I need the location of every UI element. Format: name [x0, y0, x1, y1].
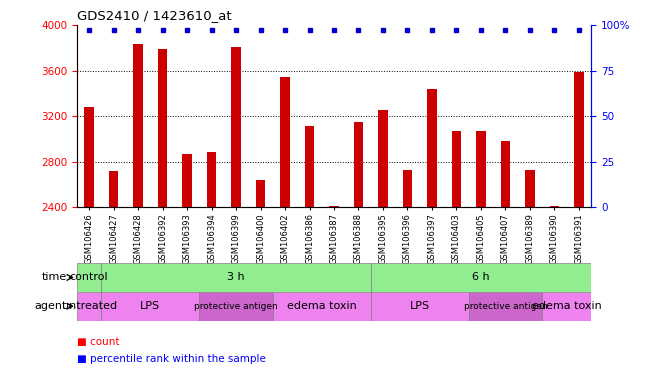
- Text: control: control: [69, 272, 108, 283]
- Bar: [574, 72, 584, 207]
- Text: protective antigen: protective antigen: [464, 302, 547, 311]
- Text: time: time: [41, 272, 67, 283]
- Bar: [158, 49, 168, 207]
- Bar: [378, 111, 388, 207]
- Text: 3 h: 3 h: [227, 272, 245, 283]
- Bar: [542, 292, 591, 321]
- Bar: [133, 44, 143, 207]
- Text: ■ count: ■ count: [77, 337, 120, 347]
- Bar: [109, 171, 118, 207]
- Bar: [77, 292, 102, 321]
- Bar: [403, 170, 412, 207]
- Bar: [102, 263, 371, 292]
- Bar: [305, 126, 315, 207]
- Text: agent: agent: [34, 301, 67, 311]
- Bar: [182, 154, 192, 207]
- Text: ■ percentile rank within the sample: ■ percentile rank within the sample: [77, 354, 266, 364]
- Bar: [102, 292, 199, 321]
- Bar: [452, 131, 462, 207]
- Bar: [525, 170, 535, 207]
- Bar: [469, 292, 542, 321]
- Bar: [256, 180, 265, 207]
- Text: GDS2410 / 1423610_at: GDS2410 / 1423610_at: [77, 9, 231, 22]
- Text: protective antigen: protective antigen: [194, 302, 278, 311]
- Text: LPS: LPS: [140, 301, 160, 311]
- Bar: [353, 122, 363, 207]
- Bar: [231, 46, 241, 207]
- Bar: [77, 263, 102, 292]
- Bar: [476, 131, 486, 207]
- Text: 6 h: 6 h: [472, 272, 490, 283]
- Bar: [273, 292, 371, 321]
- Bar: [280, 78, 290, 207]
- Text: edema toxin: edema toxin: [532, 301, 602, 311]
- Bar: [206, 152, 216, 207]
- Bar: [371, 263, 591, 292]
- Bar: [500, 141, 510, 207]
- Bar: [199, 292, 273, 321]
- Bar: [371, 292, 469, 321]
- Bar: [84, 107, 94, 207]
- Bar: [550, 206, 559, 207]
- Text: untreated: untreated: [61, 301, 117, 311]
- Text: LPS: LPS: [409, 301, 430, 311]
- Bar: [427, 89, 437, 207]
- Bar: [329, 206, 339, 207]
- Text: edema toxin: edema toxin: [287, 301, 357, 311]
